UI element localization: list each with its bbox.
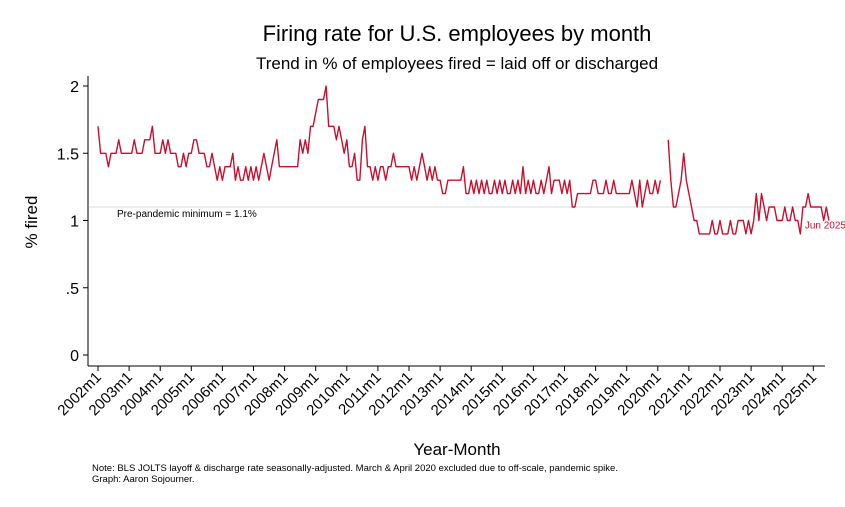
chart-subtitle: Trend in % of employees fired = laid off… [256,54,658,73]
x-ticks: 2002m12003m12004m12005m12006m12007m12008… [54,366,820,419]
y-ticks: 0 .5 1 1.5 2 [57,79,88,365]
reference-line-label: Pre-pandemic minimum = 1.1% [117,209,257,220]
chart-note: Note: BLS JOLTS layoff & discharge rate … [92,463,618,485]
end-label: Jun 2025 [805,221,845,232]
y-tick-label: 2 [70,79,79,96]
y-tick-label: .5 [66,281,79,298]
series-line [97,85,662,208]
reference-line-group: Pre-pandemic minimum = 1.1% [89,206,825,220]
y-tick-label: 1 [70,214,79,231]
note-text: Note: BLS JOLTS layoff & discharge rate … [92,463,618,474]
chart-title: Firing rate for U.S. employees by month [263,21,652,46]
credit-text: Graph: Aaron Sojourner. [92,474,195,485]
y-tick-label: 1.5 [57,146,79,163]
series-group [97,85,830,235]
x-axis-label: Year-Month [413,440,500,459]
series-line [667,139,830,235]
y-axis-label: % fired [22,196,41,249]
y-tick-label: 0 [70,348,79,365]
